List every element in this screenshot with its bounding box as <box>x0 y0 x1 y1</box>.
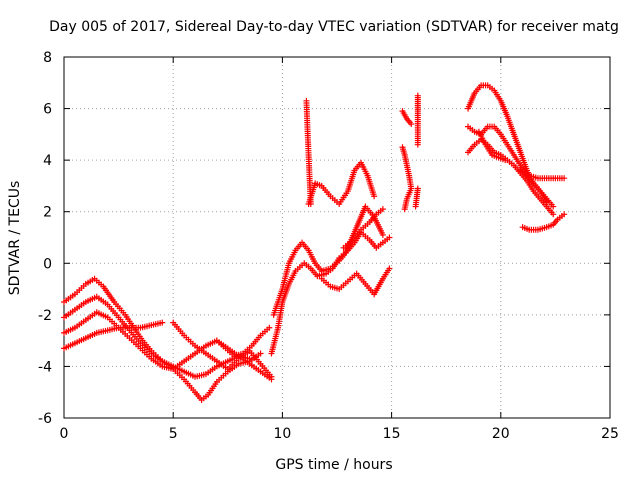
series-track-10 <box>318 265 393 298</box>
data-point <box>379 231 386 238</box>
series-track-3 <box>61 309 275 383</box>
data-point <box>414 185 421 192</box>
series-track-5 <box>170 319 275 380</box>
series-track-9 <box>305 159 378 207</box>
data-points <box>61 82 568 403</box>
x-axis-label: GPS time / hours <box>275 457 392 473</box>
data-point <box>266 324 273 331</box>
data-point <box>550 203 557 210</box>
x-tick-label: 20 <box>492 426 510 442</box>
series-track-8 <box>270 203 386 318</box>
y-axis-tick-labels: -6 -4 -2 0 2 4 6 8 <box>38 50 52 427</box>
y-tick-label: 6 <box>43 102 52 118</box>
x-axis-tick-labels: 0 5 10 15 20 25 <box>60 426 619 442</box>
x-tick-label: 25 <box>601 426 619 442</box>
data-point <box>561 175 568 182</box>
data-point <box>502 157 509 164</box>
series-track-11 <box>303 97 314 207</box>
y-tick-label: 2 <box>43 205 52 221</box>
plot-frame <box>63 56 611 419</box>
series-track-4 <box>61 319 166 352</box>
y-axis-label: SDTVAR / TECUs <box>7 181 23 296</box>
series-track-13 <box>399 108 415 128</box>
data-point <box>371 193 378 200</box>
chart-title: Day 005 of 2017, Sidereal Day-to-day VTE… <box>49 19 619 35</box>
data-point <box>386 234 393 241</box>
data-point <box>550 211 557 218</box>
y-tick-label: 0 <box>43 256 52 272</box>
x-tick-label: 5 <box>169 426 178 442</box>
data-point <box>401 206 408 213</box>
data-point <box>561 211 568 218</box>
series-track-20 <box>517 167 568 182</box>
data-point <box>386 265 393 272</box>
data-point <box>257 350 264 357</box>
x-tick-label: 10 <box>273 426 291 442</box>
series-track-18 <box>465 136 557 218</box>
series-track-6 <box>213 324 273 360</box>
series-track-19 <box>475 128 509 164</box>
series-track-15 <box>412 185 421 210</box>
series-track-12 <box>399 144 415 213</box>
data-point <box>307 200 314 207</box>
series-track-22 <box>340 206 386 251</box>
y-tick-label: -2 <box>38 308 52 324</box>
data-point <box>268 373 275 380</box>
series-track-21 <box>519 211 568 233</box>
series-track-14 <box>414 92 421 148</box>
grid <box>64 57 610 418</box>
y-tick-label: 8 <box>43 50 52 66</box>
y-tick-label: 4 <box>43 153 52 169</box>
series-track-2 <box>61 293 264 403</box>
data-point <box>379 206 386 213</box>
y-tick-label: -6 <box>38 411 52 427</box>
axis-ticks <box>63 56 611 419</box>
data-point <box>159 319 166 326</box>
data-point <box>408 121 415 128</box>
y-tick-label: -4 <box>38 359 52 375</box>
x-tick-label: 15 <box>383 426 401 442</box>
data-point <box>414 141 421 148</box>
x-tick-label: 0 <box>60 426 69 442</box>
